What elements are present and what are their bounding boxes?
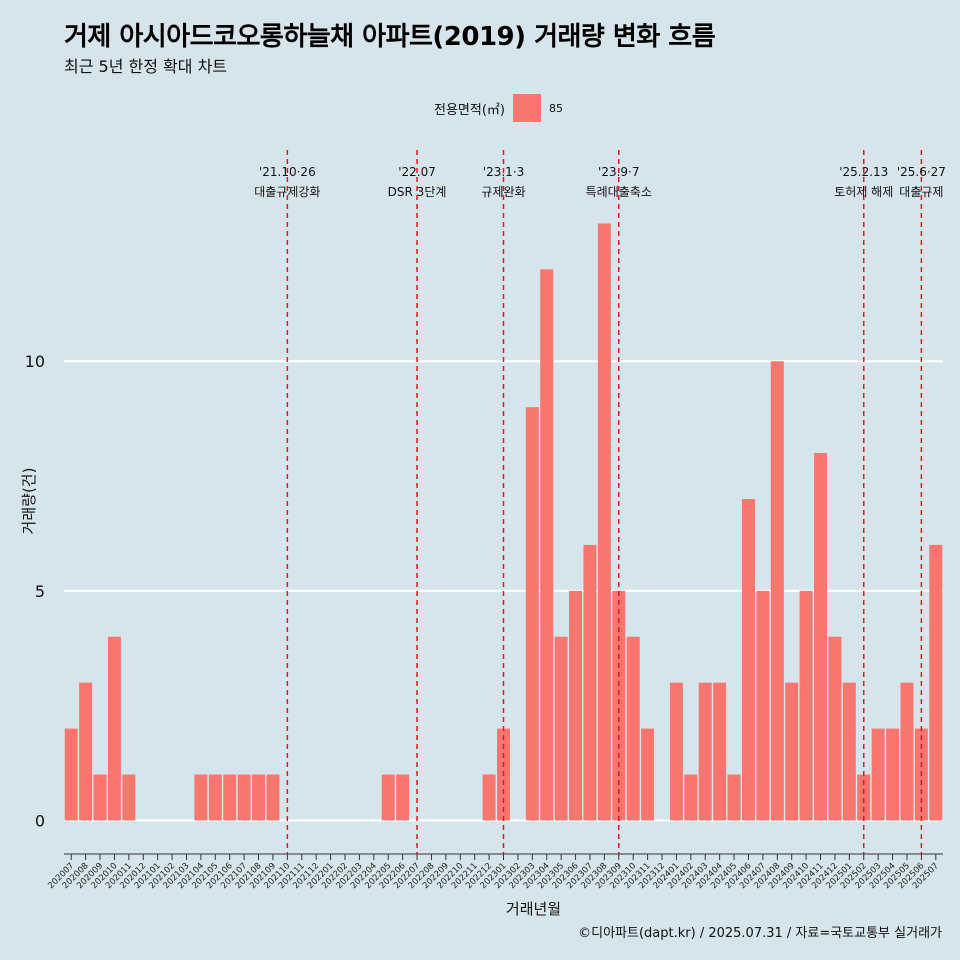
event-name-label: 토허제 해제: [834, 185, 893, 199]
bar: [122, 774, 136, 821]
bar: [929, 544, 943, 821]
event-name-label: 대출규제강화: [254, 185, 320, 199]
event-date-label: '25.6·27: [897, 165, 946, 179]
bar: [886, 728, 900, 821]
bar: [64, 728, 78, 821]
bar: [237, 774, 251, 821]
event-date-label: '23.9·7: [598, 165, 639, 179]
bar: [669, 682, 683, 821]
bar: [252, 774, 266, 821]
bar: [79, 682, 93, 821]
bar: [871, 728, 885, 821]
bar: [814, 453, 828, 821]
legend-label: 85: [548, 101, 563, 115]
y-axis-title: 거래량(건): [20, 468, 38, 535]
bar: [107, 636, 121, 821]
bar: [208, 774, 222, 821]
event-date-label: '21.10·26: [259, 165, 316, 179]
bar: [626, 636, 640, 821]
y-tick-label: 0: [35, 811, 45, 830]
event-name-label: 규제완화: [481, 185, 525, 199]
bar: [741, 499, 755, 821]
bar: [612, 590, 626, 821]
bar: [223, 774, 237, 821]
bar: [828, 636, 842, 821]
bar: [194, 774, 208, 821]
bar: [525, 407, 539, 821]
event-date-label: '25.2.13: [839, 165, 888, 179]
event-name-label: 특례대출축소: [586, 185, 652, 199]
bar: [756, 590, 770, 821]
bar: [583, 544, 597, 821]
bar: [842, 682, 856, 821]
event-date-label: '22.07: [398, 165, 436, 179]
x-axis-title: 거래년월: [506, 900, 561, 918]
bar: [770, 361, 784, 821]
y-tick-label: 10: [25, 352, 45, 371]
source-caption: ©디아파트(dapt.kr) / 2025.07.31 / 자료=국토교통부 실…: [578, 926, 942, 941]
bar: [396, 774, 410, 821]
bar: [785, 682, 799, 821]
event-name-label: DSR 3단계: [388, 185, 447, 199]
chart-subtitle: 최근 5년 한정 확대 차트: [64, 57, 228, 76]
legend-title: 전용면적(㎡): [434, 102, 505, 118]
bar: [698, 682, 712, 821]
bar: [900, 682, 914, 821]
bar: [554, 636, 568, 821]
bar: [266, 774, 280, 821]
bar: [684, 774, 698, 821]
bar: [713, 682, 727, 821]
bar: [569, 590, 583, 821]
bar: [597, 223, 611, 821]
bar: [799, 590, 813, 821]
bar: [540, 269, 554, 821]
legend: 전용면적(㎡) 85: [434, 94, 563, 122]
bar: [727, 774, 741, 821]
bar: [857, 774, 871, 821]
event-name-label: 대출규제: [899, 185, 943, 199]
bar: [482, 774, 496, 821]
chart-title: 거제 아시아드코오롱하늘채 아파트(2019) 거래량 변화 흐름: [64, 22, 716, 52]
event-date-label: '23.1·3: [483, 165, 524, 179]
bar: [641, 728, 655, 821]
legend-swatch: [512, 94, 541, 122]
y-tick-label: 5: [35, 582, 45, 601]
bar: [93, 774, 107, 821]
bar: [381, 774, 395, 821]
